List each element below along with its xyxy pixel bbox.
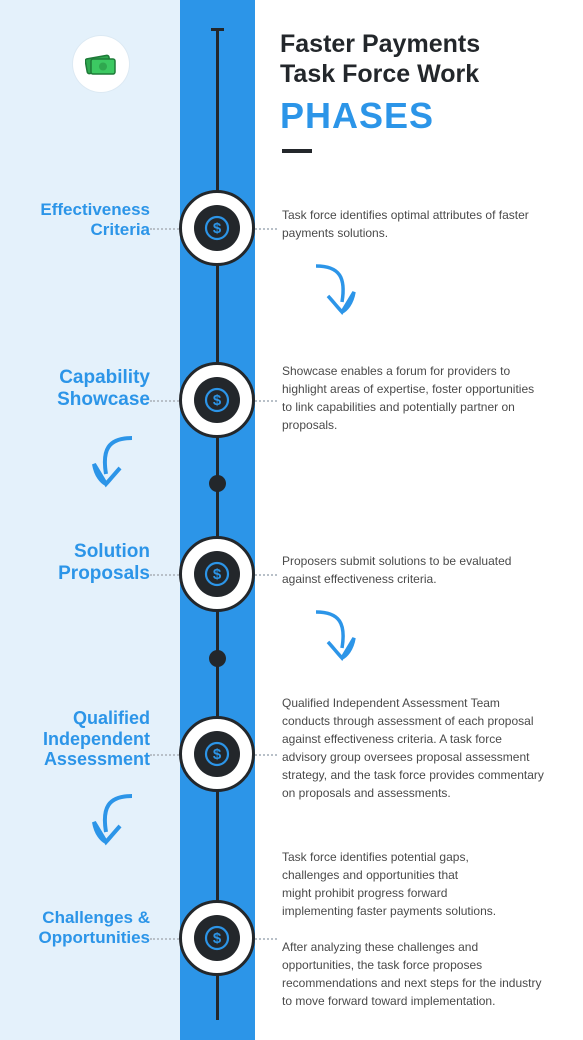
phase-label-5: Challenges &Opportunities: [5, 908, 150, 947]
connector-left: [150, 754, 179, 756]
timeline-cap: [211, 28, 224, 31]
phase-node-5: $: [179, 900, 255, 976]
dollar-icon: $: [194, 551, 240, 597]
timeline-dot: [209, 475, 226, 492]
connector-right: [255, 754, 277, 756]
svg-text:$: $: [213, 930, 222, 947]
arrow-down-icon: [88, 432, 148, 507]
connector-right: [255, 938, 277, 940]
dollar-icon: $: [194, 205, 240, 251]
phase-label-4: QualifiedIndependentAssessment: [5, 708, 150, 770]
page-title: Faster Payments Task Force Work: [280, 30, 560, 89]
phase-node-2: $: [179, 362, 255, 438]
arrow-down-icon: [88, 790, 148, 865]
left-column-bg: [0, 0, 180, 1040]
phase-node-3: $: [179, 536, 255, 612]
connector-right: [255, 574, 277, 576]
money-icon: [85, 50, 117, 78]
svg-text:$: $: [213, 746, 222, 763]
svg-text:$: $: [213, 220, 222, 237]
arrow-down-icon: [300, 606, 360, 681]
infographic-root: Faster Payments Task Force Work PHASES $…: [0, 0, 583, 1040]
phase-label-1: EffectivenessCriteria: [5, 200, 150, 239]
dollar-icon: $: [194, 915, 240, 961]
connector-right: [255, 400, 277, 402]
timeline-line: [216, 30, 219, 1020]
phase-label-3: SolutionProposals: [5, 541, 150, 585]
svg-text:$: $: [213, 392, 222, 409]
money-icon-badge: [73, 36, 129, 92]
title-line-1: Faster Payments: [280, 30, 480, 58]
phases-heading: PHASES: [280, 95, 434, 137]
phase-node-1: $: [179, 190, 255, 266]
phase-desc-1: Task force identifies optimal attributes…: [282, 206, 572, 242]
timeline-dot: [209, 650, 226, 667]
arrow-down-icon: [300, 260, 360, 335]
phase-desc-5: Task force identifies potential gaps,cha…: [282, 848, 572, 1010]
dollar-icon: $: [194, 731, 240, 777]
phase-desc-3: Proposers submit solutions to be evaluat…: [282, 552, 572, 588]
dollar-icon: $: [194, 377, 240, 423]
connector-left: [150, 400, 179, 402]
phase-node-4: $: [179, 716, 255, 792]
connector-left: [150, 574, 179, 576]
phase-desc-2: Showcase enables a forum for providers t…: [282, 362, 572, 434]
heading-underline: [282, 149, 312, 153]
phase-desc-4: Qualified Independent Assessment Teamcon…: [282, 694, 572, 802]
connector-right: [255, 228, 277, 230]
svg-text:$: $: [213, 566, 222, 583]
connector-left: [150, 228, 179, 230]
phase-label-2: CapabilityShowcase: [5, 367, 150, 411]
connector-left: [150, 938, 179, 940]
title-line-2: Task Force Work: [280, 60, 479, 88]
